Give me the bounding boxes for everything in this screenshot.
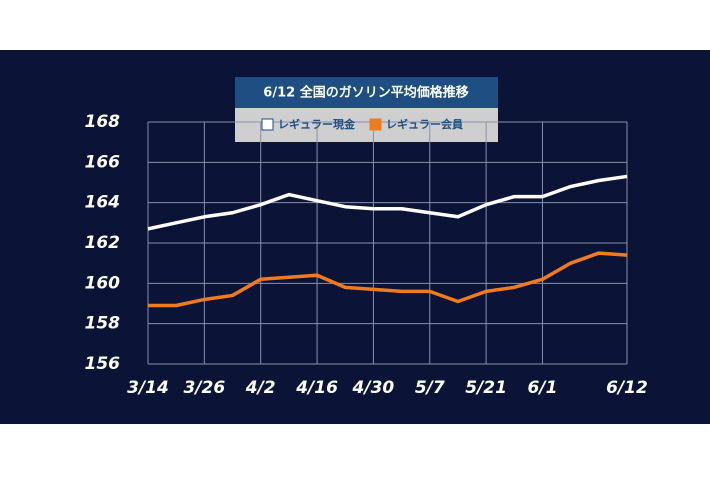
- legend-swatch: [261, 118, 274, 131]
- line: [148, 251, 628, 308]
- y-tick-label: 168: [85, 112, 121, 132]
- x-tick-label: 6/12: [606, 378, 648, 398]
- line: [147, 174, 628, 231]
- x-tick-label: 4/2: [245, 378, 276, 398]
- y-tick-label: 166: [85, 152, 121, 172]
- y-tick-label: 164: [85, 193, 121, 213]
- x-tick-label: 3/14: [127, 378, 169, 398]
- y-tick-label: 156: [85, 354, 121, 374]
- legend-label: レギュラー現金: [278, 117, 356, 131]
- legend-box: [235, 108, 498, 142]
- x-tick-label: 4/30: [352, 378, 395, 398]
- y-tick-label: 160: [85, 273, 121, 293]
- y-tick-label: 158: [85, 314, 121, 334]
- title-box: [235, 77, 498, 108]
- chart-title: 6/12 全国のガソリン平均価格推移: [263, 85, 468, 101]
- x-tick-label: 5/7: [415, 378, 445, 398]
- x-tick-label: 4/16: [295, 378, 338, 398]
- x-tick-label: 3/26: [184, 378, 226, 398]
- legend-swatch: [369, 118, 382, 131]
- x-tick-label: 5/21: [465, 378, 507, 398]
- x-tick-label: 6/1: [528, 378, 558, 398]
- y-tick-label: 162: [85, 233, 121, 253]
- legend-label: レギュラー会員: [386, 117, 463, 131]
